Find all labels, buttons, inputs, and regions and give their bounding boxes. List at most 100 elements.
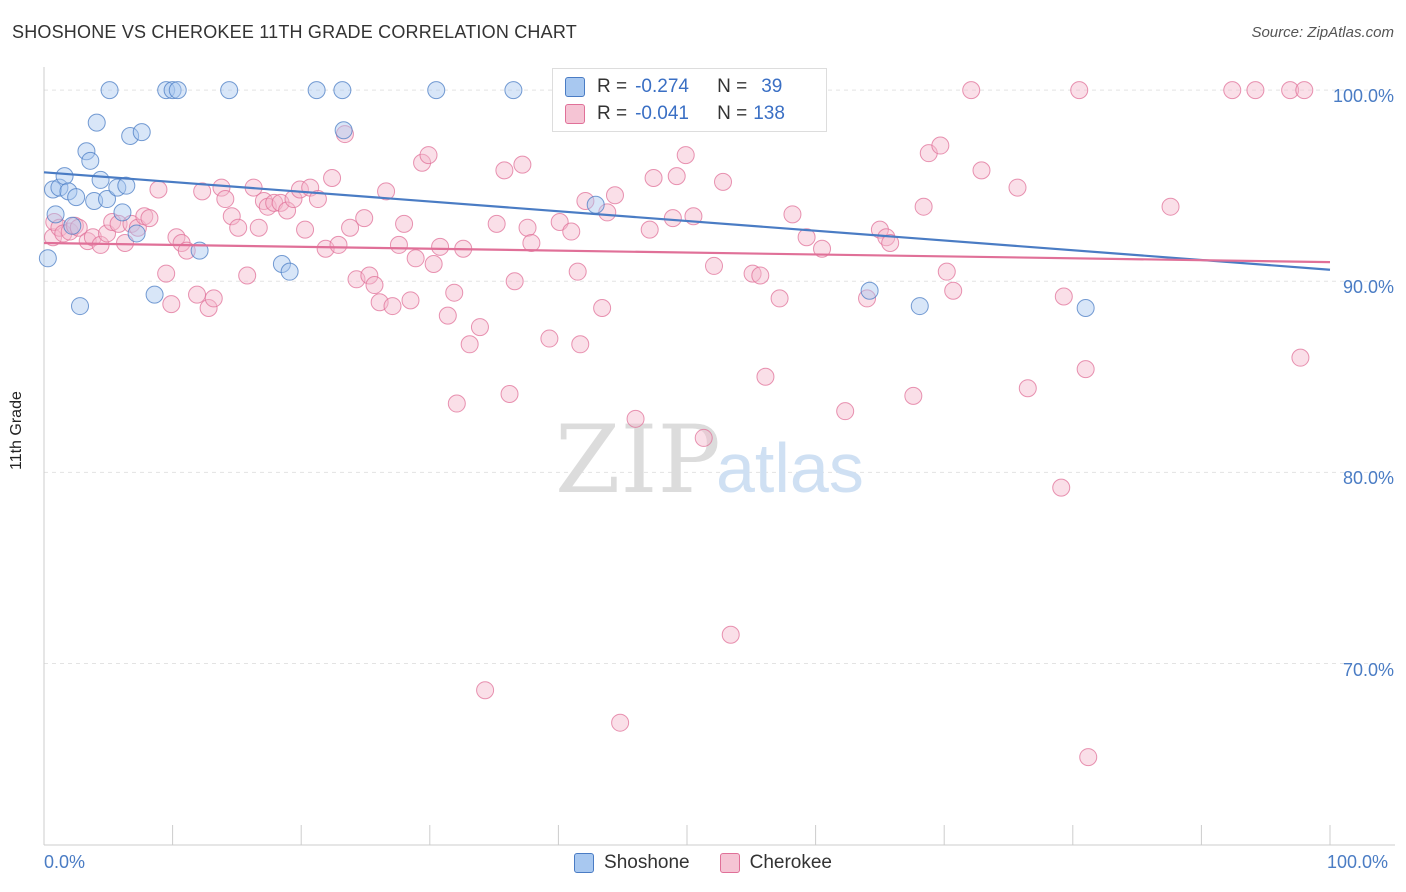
cherokee-point <box>83 228 102 247</box>
cherokee-point <box>323 169 342 188</box>
cherokee-point <box>365 276 384 295</box>
shoshone-point <box>307 81 326 100</box>
cherokee-point <box>355 209 374 228</box>
shoshone-point <box>63 216 82 235</box>
cherokee-point <box>278 201 297 220</box>
cherokee-point <box>870 220 889 239</box>
y-axis-label: 11th Grade <box>8 391 25 470</box>
shoshone-point <box>280 262 299 281</box>
shoshone-trend-line <box>43 171 1331 271</box>
shoshone-point <box>272 255 291 274</box>
shoshone-point <box>81 151 100 170</box>
watermark-atlas: atlas <box>716 429 864 507</box>
cherokee-point <box>1295 81 1314 100</box>
cherokee-point <box>69 218 88 237</box>
cherokee-swatch <box>719 853 740 873</box>
shoshone-point <box>55 167 74 186</box>
cherokee-point <box>162 295 181 314</box>
cherokee-point <box>743 264 762 283</box>
n-value: 39 <box>761 76 783 97</box>
cherokee-point <box>128 218 147 237</box>
cherokee-point <box>216 190 235 209</box>
legend-item-shoshone[interactable]: Shoshone <box>574 852 690 874</box>
shoshone-point <box>46 205 65 224</box>
r-label: R = <box>597 76 628 97</box>
cherokee-point <box>944 281 963 300</box>
cherokee-point <box>193 182 212 201</box>
cherokee-point <box>140 209 159 228</box>
cherokee-point <box>705 256 724 275</box>
cherokee-point <box>1052 478 1071 497</box>
shoshone-point <box>67 188 86 207</box>
trend-lines <box>43 171 1331 271</box>
cherokee-point <box>1281 81 1300 100</box>
source-label: Source: ZipAtlas.com <box>1251 24 1394 41</box>
cherokee-point <box>518 218 537 237</box>
legend-label: Cherokee <box>749 852 832 873</box>
cherokee-point <box>904 386 923 405</box>
cherokee-point <box>329 235 348 254</box>
y-tick-label: 90.0% <box>1342 277 1394 297</box>
stats-legend: R = -0.274 N = 39 R = -0.041 N = 138 <box>552 68 827 132</box>
cherokee-point <box>401 291 420 310</box>
n-label: N = <box>717 76 748 97</box>
cherokee-point <box>476 681 495 700</box>
shoshone-point <box>168 81 187 100</box>
cherokee-point <box>721 625 740 644</box>
legend-row-shoshone: R = -0.274 N = 39 <box>565 75 782 99</box>
chart-title: SHOSHONE VS CHEROKEE 11TH GRADE CORRELAT… <box>12 22 577 42</box>
cherokee-point <box>431 237 450 256</box>
cherokee-point <box>505 272 524 291</box>
y-tick-label: 100.0% <box>1332 86 1394 106</box>
cherokee-point <box>568 262 587 281</box>
y-tick-label: 70.0% <box>1342 660 1394 680</box>
cherokee-point <box>550 212 569 231</box>
legend-item-cherokee[interactable]: Cherokee <box>719 852 832 874</box>
cherokee-point <box>931 136 950 155</box>
shoshone-point <box>38 249 57 268</box>
cherokee-point <box>377 182 396 201</box>
cherokee-point <box>914 197 933 216</box>
shoshone-point <box>100 81 119 100</box>
cherokee-point <box>667 167 686 186</box>
cherokee-point <box>157 264 176 283</box>
cherokee-point <box>470 318 489 337</box>
shoshone-point <box>220 81 239 100</box>
shoshone-point <box>127 224 146 243</box>
cherokee-point <box>424 255 443 274</box>
shoshone-point <box>334 121 353 140</box>
cherokee-point <box>204 289 223 308</box>
series-legend: Shoshone Cherokee <box>0 852 1406 874</box>
shoshone-point <box>50 178 69 197</box>
cherokee-point <box>308 190 327 209</box>
cherokee-swatch <box>565 104 585 124</box>
cherokee-point <box>1070 81 1089 100</box>
shoshone-point <box>108 178 127 197</box>
shoshone-point <box>860 281 879 300</box>
cherokee-point <box>238 266 257 285</box>
cherokee-point <box>487 214 506 233</box>
cherokee-point <box>341 218 360 237</box>
cherokee-point <box>756 367 775 386</box>
cherokee-point <box>1018 379 1037 398</box>
cherokee-point <box>644 169 663 188</box>
cherokee-point <box>1246 81 1265 100</box>
shoshone-point <box>44 180 63 199</box>
r-value: -0.274 <box>635 76 689 97</box>
cherokee-trend-line <box>43 241 1331 264</box>
legend-row-cherokee: R = -0.041 N = 138 <box>565 102 785 126</box>
cherokee-point <box>962 81 981 100</box>
cherokee-point <box>640 220 659 239</box>
n-label: N = <box>717 103 748 124</box>
cherokee-point <box>199 298 218 317</box>
cherokee-point <box>1223 81 1242 100</box>
cherokee-point <box>395 214 414 233</box>
shoshone-point <box>98 190 117 209</box>
shoshone-point <box>586 195 605 214</box>
cherokee-point <box>177 241 196 260</box>
cherokee-point <box>1076 360 1095 379</box>
x-tick-label: 100.0% <box>1327 852 1389 872</box>
cherokee-point <box>751 266 770 285</box>
cherokee-point <box>972 161 991 180</box>
shoshone-point <box>1076 298 1095 317</box>
